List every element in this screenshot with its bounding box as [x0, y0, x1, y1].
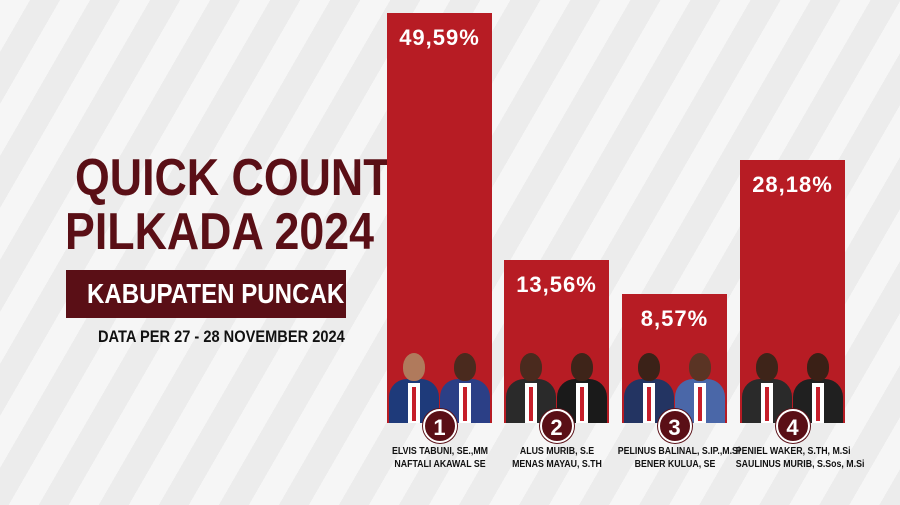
bar-4: 28,18% — [740, 160, 845, 423]
bar-value-label: 8,57% — [640, 306, 709, 331]
candidate-name-2: BENER KULUA, SE — [634, 459, 715, 470]
candidate-name-1: ELVIS TABUNI, SE.,MM — [391, 446, 488, 457]
title-line-1: QUICK COUNT — [75, 149, 391, 207]
region-label: KABUPATEN PUNCAK — [86, 278, 345, 309]
candidate-photo — [557, 349, 607, 423]
candidate-number-badge: 2 — [539, 409, 574, 443]
bar-1: 49,59% — [387, 13, 492, 423]
candidate-name-2: NAFTALI AKAWAL SE — [393, 459, 486, 470]
region-banner: KABUPATEN PUNCAK — [66, 270, 346, 318]
candidate-photo — [506, 349, 556, 423]
candidate-name-2: SAULINUS MURIB, S.Sos, M.Si — [735, 459, 864, 470]
candidate-names: ALUS MURIB, S.E MENAS MAYAU, S.TH — [499, 445, 613, 471]
candidate-photo — [742, 349, 792, 423]
bar-2: 13,56% — [504, 260, 609, 423]
candidate-names: ELVIS TABUNI, SE.,MM NAFTALI AKAWAL SE — [382, 445, 496, 471]
bar-value-label: 13,56% — [516, 272, 597, 297]
candidate-number-badge: 1 — [422, 409, 457, 443]
candidate-names: PENIEL WAKER, S.TH, M.Si SAULINUS MURIB, … — [735, 445, 864, 471]
bar-3: 8,57% — [622, 294, 727, 423]
candidate-name-2: MENAS MAYAU, S.TH — [511, 459, 602, 470]
candidate-name-1: PENIEL WAKER, S.TH, M.Si — [735, 446, 851, 457]
candidate-number-badge: 3 — [657, 409, 692, 443]
candidate-photo — [389, 349, 439, 423]
date-line: DATA PER 27 - 28 NOVEMBER 2024 — [98, 327, 345, 346]
title-line-2: PILKADA 2024 — [65, 203, 375, 261]
candidate-photo — [440, 349, 490, 423]
bar-value-label: 49,59% — [399, 25, 480, 50]
bar-value-label: 28,18% — [752, 172, 833, 197]
candidate-number-badge: 4 — [775, 409, 810, 443]
candidate-names: PELINUS BALINAL, S.IP.,M.Si BENER KULUA, … — [617, 445, 740, 471]
candidate-name-1: ALUS MURIB, S.E — [519, 446, 594, 457]
candidate-name-1: PELINUS BALINAL, S.IP.,M.Si — [617, 446, 740, 457]
